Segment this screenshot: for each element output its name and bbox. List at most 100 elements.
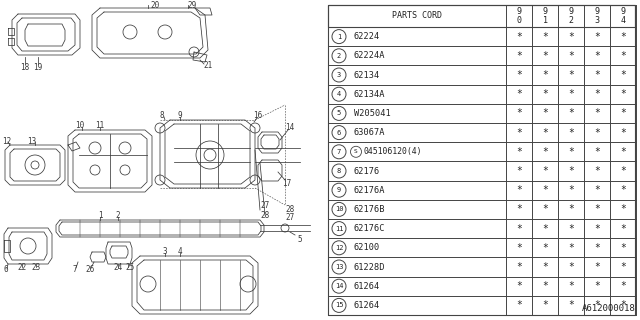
Text: 28: 28 <box>260 212 269 220</box>
Text: *: * <box>542 89 548 99</box>
Text: 14: 14 <box>335 283 343 289</box>
Text: 5: 5 <box>337 110 341 116</box>
Text: *: * <box>620 243 626 253</box>
Text: 1: 1 <box>337 34 341 40</box>
Bar <box>328 5 635 27</box>
Text: *: * <box>620 128 626 138</box>
Text: 9: 9 <box>516 7 522 16</box>
Text: 14: 14 <box>285 124 294 132</box>
Text: 24: 24 <box>113 263 123 273</box>
Text: 9: 9 <box>178 111 182 121</box>
Text: 25: 25 <box>125 263 134 273</box>
Text: *: * <box>568 224 574 234</box>
Text: *: * <box>594 300 600 310</box>
Text: *: * <box>568 262 574 272</box>
Text: *: * <box>568 70 574 80</box>
Text: 62176: 62176 <box>354 166 380 175</box>
Text: *: * <box>542 108 548 118</box>
Text: *: * <box>568 32 574 42</box>
Text: 20: 20 <box>150 1 159 10</box>
Text: 62224: 62224 <box>354 32 380 41</box>
Text: 9: 9 <box>595 7 600 16</box>
Text: *: * <box>594 224 600 234</box>
Text: S: S <box>354 149 358 154</box>
Text: *: * <box>568 147 574 157</box>
Text: *: * <box>568 89 574 99</box>
Text: *: * <box>516 204 522 214</box>
Text: *: * <box>594 185 600 195</box>
Text: 62176C: 62176C <box>354 224 385 233</box>
Bar <box>328 5 635 315</box>
Text: *: * <box>516 108 522 118</box>
Text: *: * <box>516 262 522 272</box>
Text: *: * <box>594 32 600 42</box>
Text: *: * <box>542 262 548 272</box>
Text: 8: 8 <box>160 111 164 121</box>
Text: 19: 19 <box>33 62 43 71</box>
Text: 6: 6 <box>4 266 8 275</box>
Text: 12: 12 <box>3 137 12 146</box>
Text: *: * <box>594 89 600 99</box>
Text: 7: 7 <box>73 266 77 275</box>
Text: 1: 1 <box>98 212 102 220</box>
Text: *: * <box>620 166 626 176</box>
Text: *: * <box>620 185 626 195</box>
Text: 23: 23 <box>31 263 40 273</box>
Text: 11: 11 <box>95 122 104 131</box>
Text: *: * <box>594 147 600 157</box>
Text: 21: 21 <box>204 60 212 69</box>
Text: 9: 9 <box>543 7 547 16</box>
Text: 11: 11 <box>335 226 343 232</box>
Text: 9: 9 <box>621 7 625 16</box>
Text: 29: 29 <box>188 1 196 10</box>
Text: *: * <box>594 262 600 272</box>
Text: *: * <box>594 108 600 118</box>
Text: 62134A: 62134A <box>354 90 385 99</box>
Text: 10: 10 <box>335 206 343 212</box>
Text: *: * <box>568 204 574 214</box>
Text: *: * <box>516 300 522 310</box>
Text: *: * <box>542 70 548 80</box>
Text: 4: 4 <box>621 16 625 25</box>
Text: *: * <box>568 51 574 61</box>
Text: *: * <box>542 147 548 157</box>
Text: 10: 10 <box>76 122 84 131</box>
Text: *: * <box>620 281 626 291</box>
Text: *: * <box>620 147 626 157</box>
Text: *: * <box>542 128 548 138</box>
Text: 62100: 62100 <box>354 243 380 252</box>
Text: 2: 2 <box>116 212 120 220</box>
Text: *: * <box>542 185 548 195</box>
Text: *: * <box>516 281 522 291</box>
Text: *: * <box>516 224 522 234</box>
Text: PARTS CORD: PARTS CORD <box>392 12 442 20</box>
Text: *: * <box>568 108 574 118</box>
Text: 62224A: 62224A <box>354 51 385 60</box>
Text: *: * <box>542 166 548 176</box>
Text: 9: 9 <box>337 187 341 193</box>
Text: 4: 4 <box>337 91 341 97</box>
Text: 28: 28 <box>285 205 294 214</box>
Text: 63067A: 63067A <box>354 128 385 137</box>
Text: 045106120(4): 045106120(4) <box>364 147 422 156</box>
Text: *: * <box>620 224 626 234</box>
Text: *: * <box>568 166 574 176</box>
Text: *: * <box>620 204 626 214</box>
Text: 3: 3 <box>595 16 600 25</box>
Text: *: * <box>516 166 522 176</box>
Text: 62176A: 62176A <box>354 186 385 195</box>
Text: *: * <box>594 204 600 214</box>
Text: *: * <box>542 224 548 234</box>
Text: 7: 7 <box>337 149 341 155</box>
Text: W205041: W205041 <box>354 109 391 118</box>
Text: 2: 2 <box>337 53 341 59</box>
Text: *: * <box>516 70 522 80</box>
Text: 15: 15 <box>335 302 343 308</box>
Text: 12: 12 <box>335 245 343 251</box>
Text: *: * <box>568 128 574 138</box>
Text: A612000018: A612000018 <box>582 304 636 313</box>
Text: 27: 27 <box>260 201 269 210</box>
Text: 3: 3 <box>337 72 341 78</box>
Text: *: * <box>620 108 626 118</box>
Text: *: * <box>516 32 522 42</box>
